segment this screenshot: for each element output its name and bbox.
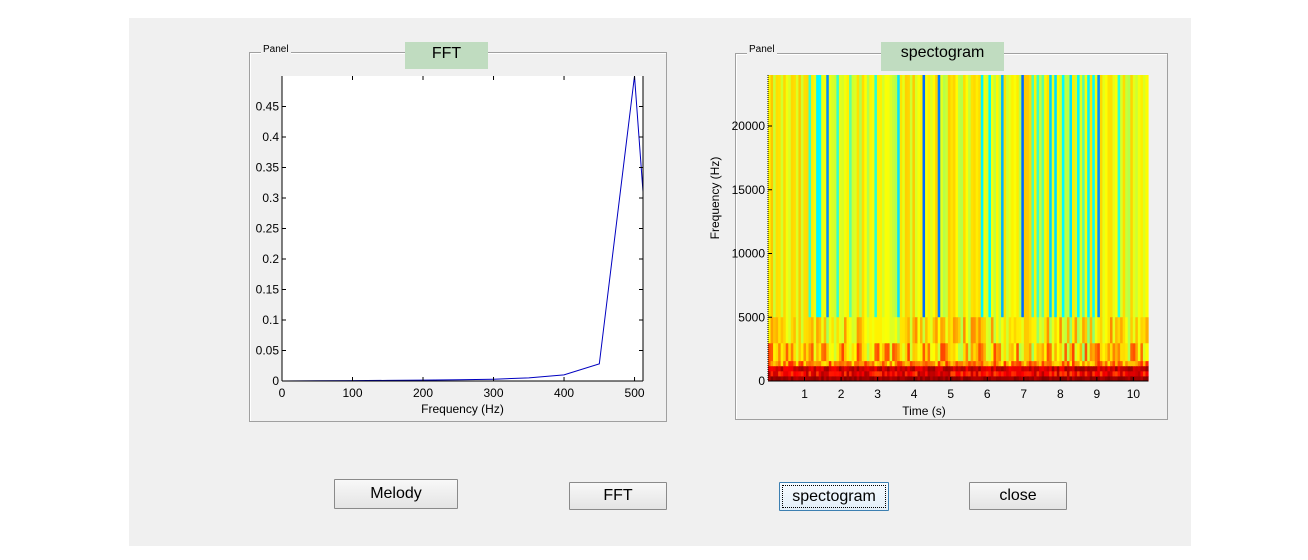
fft-y-tick-label: 0.45	[256, 100, 280, 114]
fft-x-tick-label: 100	[342, 386, 362, 400]
fft-y-tick-label: 0.15	[256, 283, 280, 297]
spectogram-button[interactable]: spectogram	[779, 482, 889, 511]
fft-x-tick-label: 0	[279, 386, 286, 400]
fft-title: FFT	[405, 42, 488, 69]
spectrogram-x-tick-label: 8	[1057, 387, 1064, 401]
fft-y-tick-label: 0.25	[256, 222, 280, 236]
spectrogram-chart: 1 2 3 4 5 6 7 8 9 10 0 5000 10000 15000 20000 Time (s) F…	[708, 75, 1149, 418]
fft-x-tick-label: 400	[554, 386, 574, 400]
spectrogram-x-tick-label: 9	[1094, 387, 1101, 401]
spectrogram-x-tick-label: 6	[984, 387, 991, 401]
spectogram-button-label: spectogram	[792, 487, 876, 505]
spectrogram-y-axis-label: Frequency (Hz)	[708, 157, 722, 240]
fft-x-tick-label: 500	[625, 386, 645, 400]
fft-y-tick-label: 0.2	[262, 252, 279, 266]
spectrogram-image	[768, 75, 1149, 382]
fft-button[interactable]: FFT	[569, 482, 667, 510]
spectrogram-y-tick-label: 20000	[732, 119, 766, 133]
fft-y-tick-label: 0.05	[256, 344, 280, 358]
spectrogram-x-tick-label: 2	[838, 387, 845, 401]
fft-y-tick-label: 0	[272, 374, 279, 388]
fft-chart: 0 100 200 300 400 500 0 0.05 0.1 0.15 0.2 0.25 0.3 0.…	[256, 75, 645, 416]
spectrogram-y-tick-label: 10000	[732, 247, 766, 261]
spectrogram-y-tick-label: 5000	[738, 310, 765, 324]
fft-x-axis-label: Frequency (Hz)	[421, 402, 504, 416]
spectrogram-panel-label: Panel	[747, 44, 777, 55]
fft-y-tick-label: 0.35	[256, 161, 280, 175]
spectrogram-x-tick-label: 7	[1020, 387, 1027, 401]
spectrogram-title: spectogram	[881, 42, 1004, 71]
spectrogram-x-tick-label: 1	[801, 387, 808, 401]
spectrogram-x-tick-label: 4	[911, 387, 918, 401]
fft-button-label: FFT	[603, 487, 633, 504]
spectrogram-y-tick-label: 15000	[732, 183, 766, 197]
fft-x-tick-label: 200	[413, 386, 433, 400]
close-button-label: close	[999, 487, 1037, 504]
fft-y-tick-label: 0.4	[262, 130, 279, 144]
fft-x-tick-label: 300	[484, 386, 504, 400]
melody-button-label: Melody	[370, 485, 422, 502]
figure-window: Panel FFT 0 100 200 300 400 500 0 0.05 0.1 0.15 0.…	[129, 18, 1191, 546]
spectrogram-x-tick-label: 10	[1127, 387, 1141, 401]
spectrogram-y-tick-label: 0	[758, 374, 765, 388]
focus-ring	[782, 485, 886, 508]
fft-y-tick-label: 0.3	[262, 191, 279, 205]
fft-y-tick-label: 0.1	[262, 313, 279, 327]
spectrogram-x-axis-label: Time (s)	[902, 404, 946, 418]
spectrogram-x-tick-label: 5	[947, 387, 954, 401]
fft-plot-area	[282, 76, 643, 381]
melody-button[interactable]: Melody	[334, 479, 458, 509]
close-button[interactable]: close	[969, 482, 1067, 510]
spectrogram-x-tick-label: 3	[874, 387, 881, 401]
fft-panel-label: Panel	[261, 44, 291, 55]
